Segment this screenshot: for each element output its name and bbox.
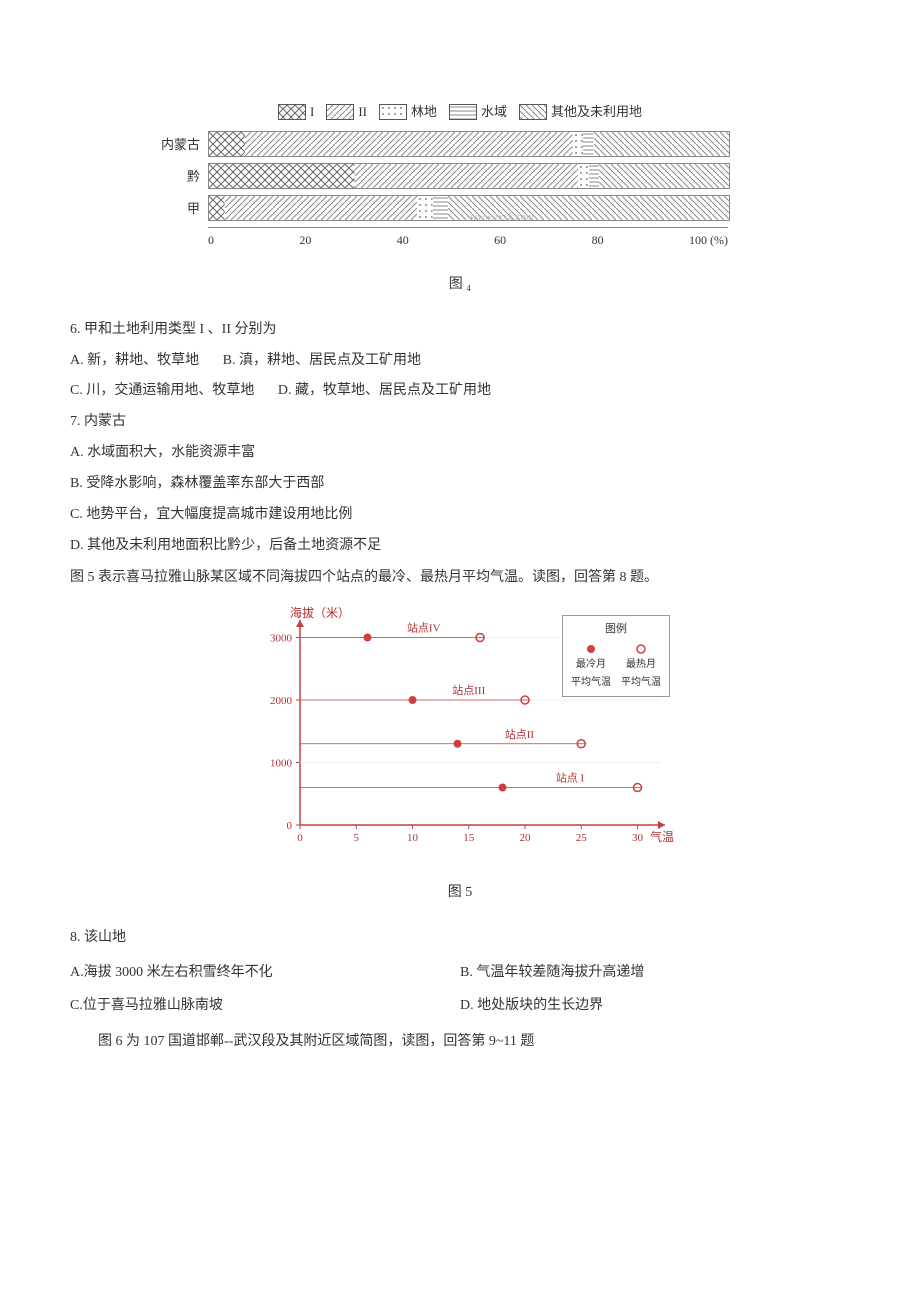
question-8-options: A.海拔 3000 米左右积雪终年不化 B. 气温年较差随海拔升高递增 C.位于… (70, 956, 850, 1022)
bar-row: 黔 (140, 163, 780, 189)
legend-cold: 最冷月平均气温 (571, 656, 611, 692)
svg-text:0: 0 (287, 820, 293, 832)
option-8c: C.位于喜马拉雅山脉南坡 (70, 993, 460, 1018)
question-6-options-row2: C. 川，交通运输用地、牧草地 D. 藏，牧草地、居民点及工矿用地 (70, 378, 850, 403)
option-8b: B. 气温年较差随海拔升高递增 (460, 960, 850, 985)
option-7c: C. 地势平台，宜大幅度提高城市建设用地比例 (70, 502, 850, 527)
chart5-legend: 图例 最冷月平均气温 最热月平均气温 (562, 615, 670, 697)
svg-text:1000: 1000 (270, 757, 293, 769)
svg-text:15: 15 (463, 832, 475, 844)
option-8d: D. 地处版块的生长边界 (460, 993, 850, 1018)
temperature-altitude-chart: 0 1000 2000 3000 0 5 10 15 20 25 30 海拔（米） 气温（℃） 站点IV 站… (240, 605, 680, 865)
option-6c: C. 川，交通运输用地、牧草地 (70, 383, 254, 398)
svg-text:站点III: 站点III (452, 683, 485, 697)
svg-text:站点II: 站点II (505, 727, 535, 741)
svg-text:5: 5 (354, 832, 360, 844)
svg-text:20: 20 (520, 832, 532, 844)
option-6d: D. 藏，牧草地、居民点及工矿用地 (278, 383, 491, 398)
svg-text:海拔（米）: 海拔（米） (290, 605, 350, 620)
svg-text:25: 25 (576, 832, 588, 844)
option-7b: B. 受降水影响，森林覆盖率东部大于西部 (70, 471, 850, 496)
question-7-stem: 7. 内蒙古 (70, 409, 850, 434)
option-7a: A. 水域面积大，水能资源丰富 (70, 440, 850, 465)
chart-legend: III林地水域其他及未利用地 (140, 100, 780, 123)
intro-figure6: 图 6 为 107 国道邯郸--武汉段及其附近区域简图，读图，回答第 9~11 … (70, 1029, 850, 1054)
figure5-caption: 图 5 (70, 880, 850, 905)
question-6-options-row1: A. 新，耕地、牧草地 B. 滇，耕地、居民点及工矿用地 (70, 348, 850, 373)
question-6-stem: 6. 甲和土地利用类型 I 、II 分别为 (70, 317, 850, 342)
x-axis: 020406080100 (%) (208, 227, 728, 252)
option-6b: B. 滇，耕地、居民点及工矿用地 (223, 353, 421, 368)
land-use-chart: III林地水域其他及未利用地 内蒙古黔甲 020406080100 (%) ww… (140, 100, 780, 252)
question-8-stem: 8. 该山地 (70, 925, 850, 950)
svg-text:2000: 2000 (270, 695, 293, 707)
figure-caption: 图 ₄ (70, 272, 850, 297)
svg-text:3000: 3000 (270, 632, 293, 644)
bar-row: 甲 (140, 195, 780, 221)
option-8a: A.海拔 3000 米左右积雪终年不化 (70, 960, 460, 985)
svg-text:0: 0 (297, 832, 303, 844)
legend-title: 图例 (571, 620, 661, 640)
option-6a: A. 新，耕地、牧草地 (70, 353, 199, 368)
svg-text:站点IV: 站点IV (407, 620, 441, 634)
legend-hot: 最热月平均气温 (621, 656, 661, 692)
svg-text:30: 30 (632, 832, 644, 844)
intro-figure5: 图 5 表示喜马拉雅山脉某区域不同海拔四个站点的最冷、最热月平均气温。读图，回答… (70, 565, 850, 590)
svg-text:10: 10 (407, 832, 419, 844)
svg-text:站点 I: 站点 I (556, 770, 585, 784)
option-7d: D. 其他及未利用地面积比黔少，后备土地资源不足 (70, 533, 850, 558)
svg-text:气温（℃）: 气温（℃） (650, 829, 680, 844)
bar-row: 内蒙古 (140, 131, 780, 157)
